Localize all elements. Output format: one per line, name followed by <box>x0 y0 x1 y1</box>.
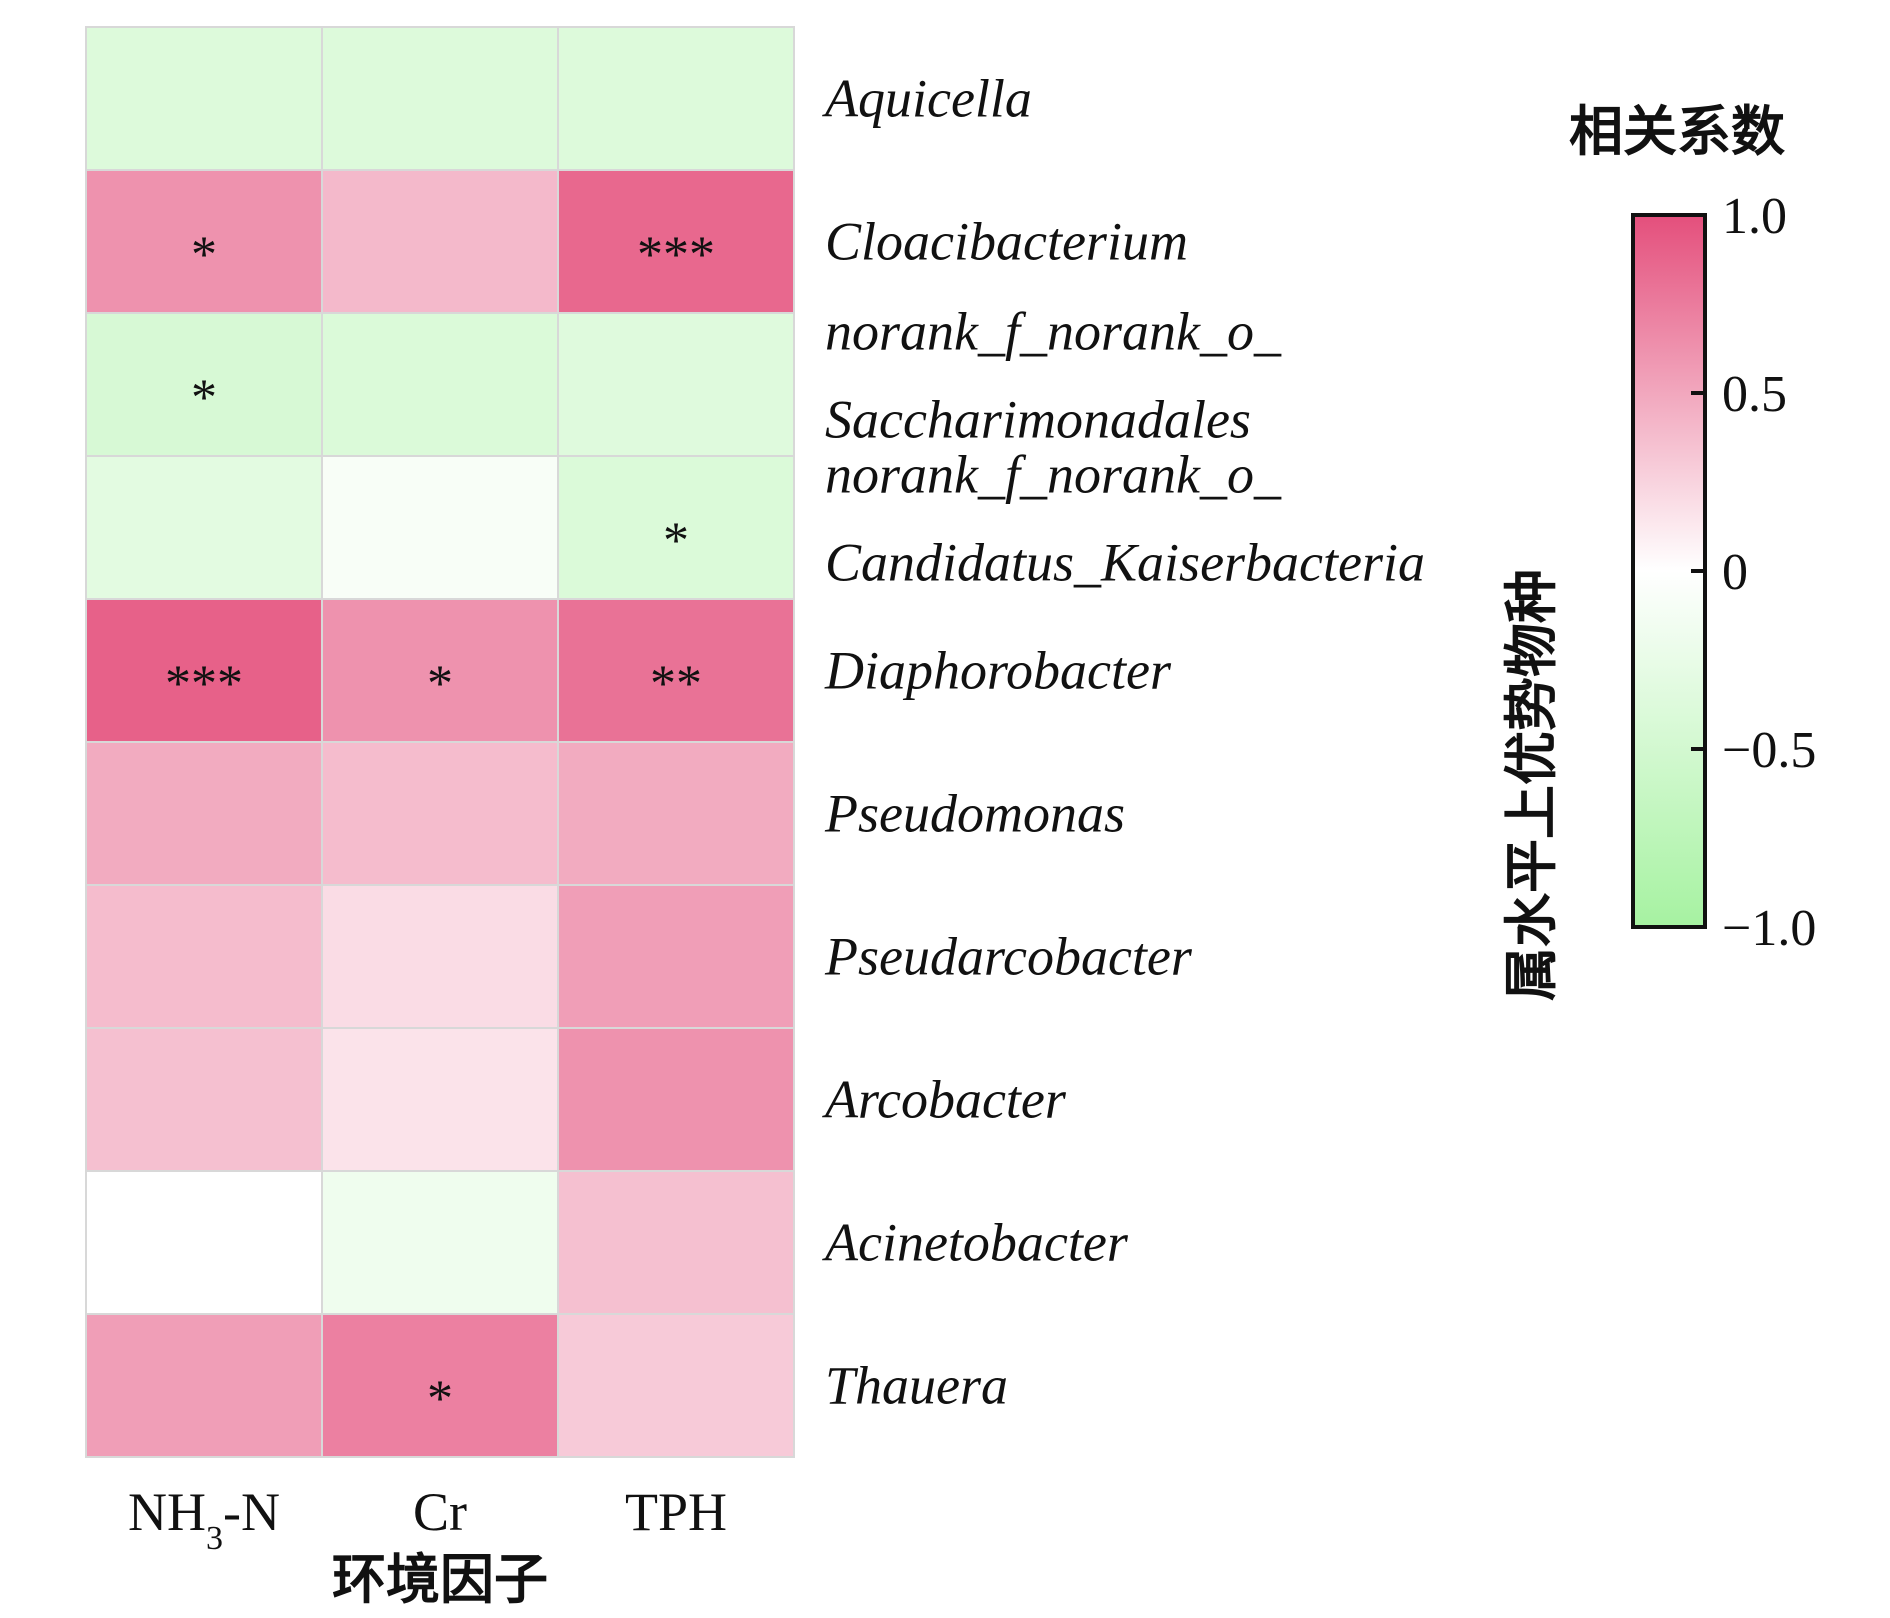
heatmap-cell <box>85 169 323 314</box>
significance-marker: * <box>427 1371 453 1428</box>
row-label: Pseudomonas <box>824 784 1125 844</box>
significance-marker: * <box>427 656 453 713</box>
row-label: Aquicella <box>822 69 1032 129</box>
row-label: Arcobacter <box>822 1070 1067 1130</box>
heatmap-cells <box>85 26 795 1458</box>
significance-markers: * ******** * *** <box>165 227 715 1428</box>
colorbar-tick-label: 1.0 <box>1722 188 1787 245</box>
significance-marker: *** <box>165 656 243 713</box>
y-axis-title: 属水平上优势物种 <box>1500 569 1563 1001</box>
row-label: Pseudarcobacter <box>824 927 1193 987</box>
heatmap-cell <box>321 1170 559 1315</box>
colorbar-tick-label: −0.5 <box>1722 722 1816 779</box>
x-axis-title: 环境因子 <box>332 1548 548 1611</box>
heatmap-cell <box>557 26 795 171</box>
heatmap-cell <box>321 1027 559 1172</box>
heatmap-cell <box>321 312 559 457</box>
heatmap-cell <box>321 884 559 1029</box>
heatmap-cell <box>85 1313 323 1458</box>
heatmap-cell <box>321 455 559 600</box>
heatmap-cell <box>557 1170 795 1315</box>
row-label: Diaphorobacter <box>824 641 1172 701</box>
legend-title: 相关系数 <box>1569 100 1785 163</box>
heatmap-cell <box>557 455 795 600</box>
row-labels: Aquicella Cloacibacterium norank_f_norank_… <box>822 69 1425 1416</box>
column-label: Cr <box>413 1482 467 1542</box>
heatmap-cell <box>557 1313 795 1458</box>
row-label: Cloacibacterium <box>825 212 1188 272</box>
heatmap-cell <box>557 884 795 1029</box>
row-label: Candidatus_Kaiserbacteria <box>825 533 1425 593</box>
heatmap-cell <box>85 1027 323 1172</box>
heatmap-cell <box>557 312 795 457</box>
heatmap-cell <box>85 1170 323 1315</box>
heatmap-cell <box>85 26 323 171</box>
heatmap-cell <box>85 455 323 600</box>
heatmap-cell <box>321 1313 559 1458</box>
colorbar-tick-label: 0.5 <box>1722 366 1787 423</box>
heatmap-cell <box>85 598 323 743</box>
heatmap-cell <box>321 741 559 886</box>
heatmap-cell <box>557 598 795 743</box>
heatmap-cell <box>85 884 323 1029</box>
column-label: NH3-N <box>128 1482 280 1557</box>
heatmap-cell <box>321 169 559 314</box>
row-label: Acinetobacter <box>822 1213 1129 1273</box>
significance-marker: * <box>663 513 689 570</box>
heatmap-cell <box>557 169 795 314</box>
significance-marker: *** <box>637 227 715 284</box>
column-label: TPH <box>625 1482 727 1542</box>
significance-marker: * <box>191 227 217 284</box>
colorbar-tick-label: −1.0 <box>1722 900 1816 957</box>
heatmap-cell <box>557 741 795 886</box>
row-label: Thauera <box>825 1356 1008 1416</box>
row-label: norank_f_norank_o_ <box>825 445 1282 505</box>
colorbar-tick-label: 0 <box>1722 544 1748 601</box>
column-labels: NH3-N Cr TPH <box>128 1482 727 1557</box>
row-label: norank_f_norank_o_ <box>825 302 1282 362</box>
significance-marker: ** <box>650 656 702 713</box>
heatmap-cell <box>321 26 559 171</box>
heatmap-cell <box>85 741 323 886</box>
significance-marker: * <box>191 370 217 427</box>
heatmap-cell <box>557 1027 795 1172</box>
row-label: Saccharimonadales <box>825 390 1251 450</box>
colorbar-ticks: 1.0 0.5 0 −0.5 −1.0 <box>1691 188 1816 957</box>
heatmap-cell <box>321 598 559 743</box>
